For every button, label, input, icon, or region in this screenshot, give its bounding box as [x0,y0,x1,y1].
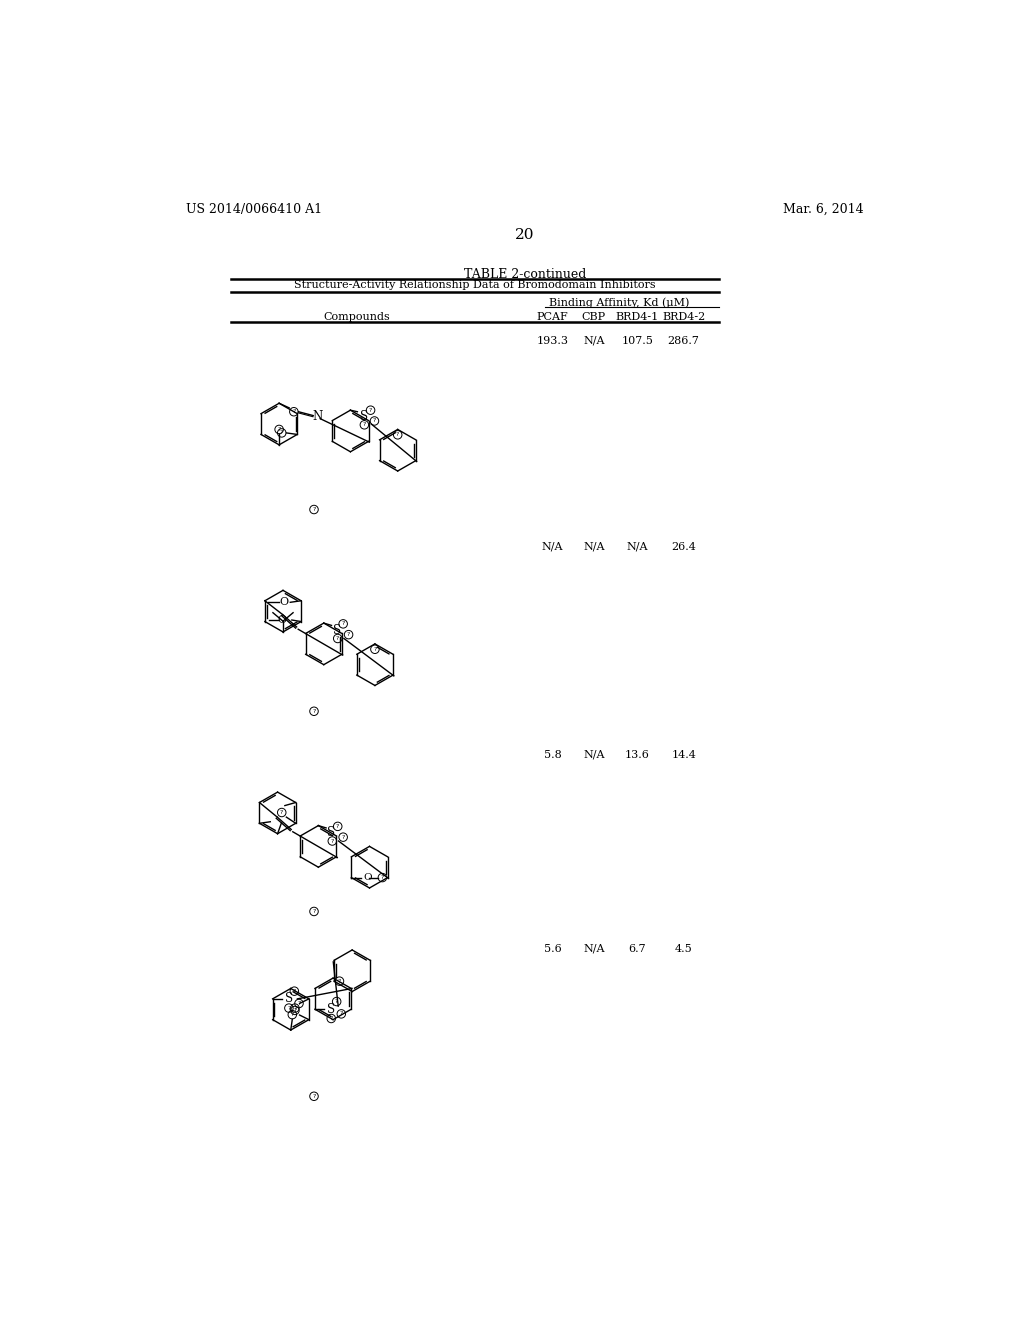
Text: ?: ? [335,999,338,1005]
Text: ?: ? [293,1006,297,1011]
Text: ?: ? [347,632,350,638]
Text: 14.4: 14.4 [672,750,696,760]
Text: O: O [278,615,287,624]
Text: ?: ? [297,1001,301,1006]
Text: N/A: N/A [583,944,604,954]
Text: Binding Affinity, Kd (μM): Binding Affinity, Kd (μM) [549,298,689,309]
Text: ?: ? [293,989,296,994]
Text: O: O [280,598,289,607]
Text: 286.7: 286.7 [668,335,699,346]
Text: S: S [359,409,368,422]
Text: ?: ? [312,909,315,913]
Text: ?: ? [341,622,345,627]
Text: ?: ? [280,810,284,814]
Text: 193.3: 193.3 [537,335,568,346]
Text: TABLE 2-continued: TABLE 2-continued [464,268,586,281]
Text: CBP: CBP [582,313,606,322]
Text: ?: ? [369,408,373,413]
Text: ?: ? [291,1012,294,1018]
Text: ?: ? [312,1094,315,1098]
Text: N: N [312,409,323,422]
Text: 4.5: 4.5 [675,944,692,954]
Text: N/A: N/A [542,543,563,552]
Text: ?: ? [340,1011,343,1016]
Text: ?: ? [396,433,399,437]
Text: ?: ? [280,430,284,436]
Text: ?: ? [381,875,384,880]
Text: N/A: N/A [583,335,604,346]
Text: ?: ? [287,1006,291,1011]
Text: ?: ? [292,409,296,414]
Text: ?: ? [373,647,377,652]
Text: 26.4: 26.4 [672,543,696,552]
Text: BRD4-2: BRD4-2 [663,313,706,322]
Text: S: S [328,1003,335,1016]
Text: ?: ? [341,834,345,840]
Text: N/A: N/A [627,543,648,552]
Text: Compounds: Compounds [324,313,390,322]
Text: O: O [364,873,373,882]
Text: ?: ? [278,426,281,432]
Text: US 2014/0066410 A1: US 2014/0066410 A1 [186,203,323,216]
Text: 5.6: 5.6 [544,944,561,954]
Text: 5.8: 5.8 [544,750,561,760]
Text: 13.6: 13.6 [625,750,649,760]
Text: 6.7: 6.7 [629,944,646,954]
Text: S: S [328,826,336,840]
Text: ?: ? [293,1008,297,1012]
Text: N/A: N/A [583,543,604,552]
Text: ?: ? [312,709,315,714]
Text: 20: 20 [515,227,535,242]
Text: PCAF: PCAF [537,313,568,322]
Text: S: S [285,993,293,1006]
Text: ?: ? [362,422,366,428]
Text: ?: ? [336,824,339,829]
Text: Mar. 6, 2014: Mar. 6, 2014 [783,203,863,216]
Text: ?: ? [331,838,334,843]
Text: N/A: N/A [583,750,604,760]
Text: BRD4-1: BRD4-1 [615,313,658,322]
Text: ?: ? [338,978,341,983]
Text: ?: ? [312,507,315,512]
Text: Structure-Activity Relationship Data of Bromodomain Inhibitors: Structure-Activity Relationship Data of … [294,280,656,290]
Text: 107.5: 107.5 [622,335,653,346]
Text: ?: ? [373,418,376,424]
Text: ?: ? [330,1016,333,1020]
Text: ?: ? [336,636,339,642]
Text: S: S [333,623,341,636]
